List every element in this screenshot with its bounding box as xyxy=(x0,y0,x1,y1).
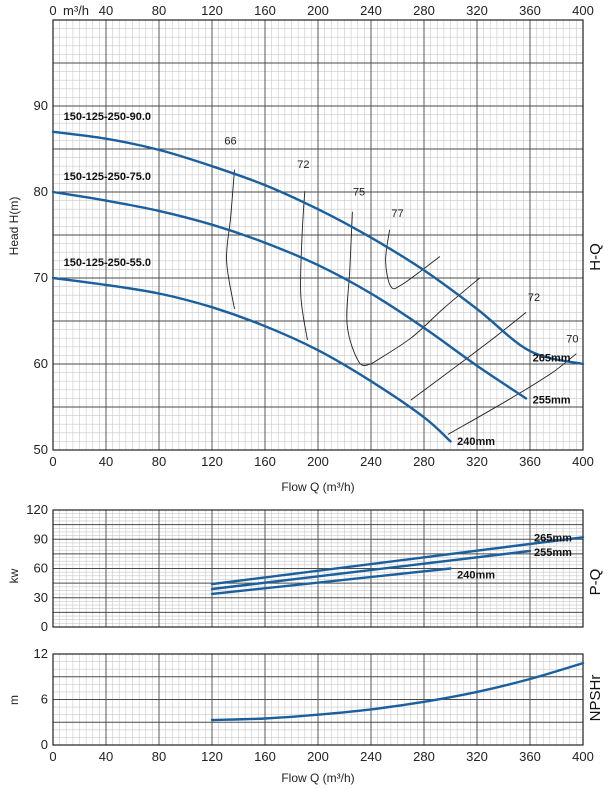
hq-ylabel: Head H(m) xyxy=(7,197,21,256)
hq-side-label: H-Q xyxy=(587,243,604,271)
top-axis-unit-label: m³/h xyxy=(63,3,89,18)
top-x-tick-label: 0 xyxy=(49,3,56,18)
npsh-side-label: NPSHr xyxy=(587,675,604,722)
series-line xyxy=(210,567,452,596)
x-tick-label: 280 xyxy=(413,749,435,764)
top-x-tick-label: 240 xyxy=(360,3,382,18)
x-tick-label: 120 xyxy=(201,454,223,469)
series-label: 265mm xyxy=(534,532,572,544)
top-x-tick-label: 280 xyxy=(413,3,435,18)
y-tick-label: 0 xyxy=(41,619,48,634)
efficiency-label: 66 xyxy=(224,136,236,148)
top-x-tick-label: 360 xyxy=(519,3,541,18)
efficiency-label: 72 xyxy=(297,159,309,171)
top-x-tick-label: 160 xyxy=(254,3,276,18)
x-tick-label: 120 xyxy=(201,749,223,764)
top-x-tick-label: 120 xyxy=(201,3,223,18)
top-x-tick-label: 320 xyxy=(466,3,488,18)
plot-frame xyxy=(52,509,584,628)
x-tick-label: 360 xyxy=(519,749,541,764)
top-x-tick-label: 400 xyxy=(572,3,594,18)
efficiency-label: 77 xyxy=(391,208,403,220)
x-tick-label: 80 xyxy=(152,749,166,764)
y-tick-label: 90 xyxy=(34,531,48,546)
efficiency-line xyxy=(346,211,372,367)
diameter-label: 255mm xyxy=(533,395,571,407)
y-tick-label: 30 xyxy=(34,590,48,605)
x-tick-label: 320 xyxy=(466,454,488,469)
model-label: 150-125-250-55.0 xyxy=(64,257,151,269)
diameter-label: 240mm xyxy=(457,436,495,448)
y-tick-label: 60 xyxy=(34,356,48,371)
hq-xlabel: Flow Q (m³/h) xyxy=(281,480,354,494)
efficiency-label: 75 xyxy=(353,186,365,198)
x-tick-label: 80 xyxy=(152,454,166,469)
x-tick-label: 320 xyxy=(466,749,488,764)
top-x-tick-label: 80 xyxy=(152,3,166,18)
x-tick-label: 160 xyxy=(254,749,276,764)
npsh-xlabel: Flow Q (m³/h) xyxy=(281,771,354,785)
series-line xyxy=(51,190,528,400)
diameter-label: 265mm xyxy=(533,352,571,364)
npsh-ylabel: m xyxy=(7,695,21,705)
efficiency-label: 72 xyxy=(528,292,540,304)
x-tick-label: 280 xyxy=(413,454,435,469)
x-tick-label: 240 xyxy=(360,454,382,469)
series-label: 255mm xyxy=(534,547,572,559)
y-tick-label: 80 xyxy=(34,184,48,199)
x-tick-label: 40 xyxy=(99,454,113,469)
efficiency-line xyxy=(226,169,235,310)
x-tick-label: 400 xyxy=(572,454,594,469)
x-tick-label: 160 xyxy=(254,454,276,469)
series-line xyxy=(210,549,532,591)
plot-frame xyxy=(52,653,584,746)
y-tick-label: 60 xyxy=(34,561,48,576)
x-tick-label: 360 xyxy=(519,454,541,469)
plot-frame xyxy=(52,19,584,451)
x-tick-label: 0 xyxy=(49,454,56,469)
pq-panel: 0 30 60 90 120 265mm 255mm 240mm xyxy=(26,502,585,634)
efficiency-line xyxy=(385,229,441,290)
pq-side-label: P-Q xyxy=(587,569,604,596)
efficiency-line xyxy=(370,277,480,365)
pq-ylabel: kw xyxy=(7,568,21,583)
y-tick-label: 12 xyxy=(34,646,48,661)
series-line xyxy=(210,661,585,722)
series-label: 240mm xyxy=(457,569,495,581)
x-tick-label: 400 xyxy=(572,749,594,764)
x-tick-label: 200 xyxy=(307,454,329,469)
series-line xyxy=(51,276,452,443)
efficiency-label: 70 xyxy=(566,334,578,346)
efficiency-line xyxy=(410,312,527,401)
x-tick-label: 240 xyxy=(360,749,382,764)
model-label: 150-125-250-90.0 xyxy=(64,111,151,123)
top-axis-unit: m³/h xyxy=(63,3,89,18)
x-tick-label: 0 xyxy=(49,749,56,764)
model-label: 150-125-250-75.0 xyxy=(64,171,151,183)
y-tick-label: 6 xyxy=(41,692,48,707)
y-tick-label: 120 xyxy=(26,502,48,517)
x-tick-label: 200 xyxy=(307,749,329,764)
y-tick-label: 70 xyxy=(34,270,48,285)
efficiency-line xyxy=(300,191,308,340)
y-tick-label: 50 xyxy=(34,442,48,457)
y-tick-label: 90 xyxy=(34,98,48,113)
top-x-tick-label: 40 xyxy=(99,3,113,18)
x-tick-label: 40 xyxy=(99,749,113,764)
series-line xyxy=(51,130,585,366)
efficiency-line xyxy=(447,353,577,435)
series-line xyxy=(210,536,585,586)
y-tick-label: 0 xyxy=(41,737,48,752)
top-x-tick-label: 200 xyxy=(307,3,329,18)
